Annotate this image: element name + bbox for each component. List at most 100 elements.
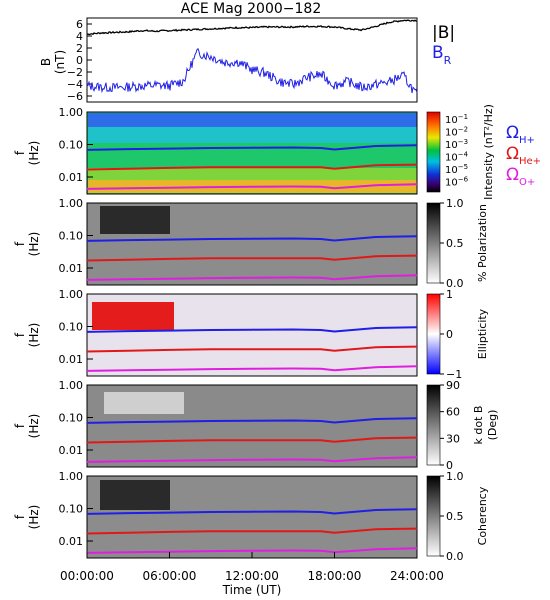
gyro-line-he-plus [86,163,418,171]
tick-exponent: −5 [458,163,468,171]
ellipticity-plot-frame [86,293,418,377]
b-field-y-tick-label: −4 [67,78,83,91]
intensity-colorbar-label: Intensity (nT²/Hz) [482,104,495,200]
legend-omega-o-symbol: Ω [506,165,519,185]
frequency-axes: 1.000.100.01f (Hz)1.000.100.01f (Hz)1.000.… [13,106,93,548]
polarization-plot-frame [86,202,418,286]
colorbar-tick-label: 1.0 [446,197,464,210]
intensity-colorbar-tick-label: 10−5 [445,163,468,176]
coherency-panel: 1.0 0.5 0.0 Coherency [86,470,489,563]
frequency-y-tick-label: 0.01 [59,353,84,366]
kdotb-gyro-lines [86,417,418,463]
colorbar-tick-label: 0 [446,459,453,472]
b-field-y-tick-label: 6 [76,18,83,31]
legend-b-radial-sub: R [444,54,452,67]
colorbar-tick-label: 0.5 [446,237,464,250]
frequency-y-tick-label: 0.01 [59,444,84,457]
polarization-colorbar [426,202,441,284]
intensity-colorbar-ticks: 10−110−210−310−410−510−6 [445,113,469,189]
gyro-line-he-plus [86,527,418,535]
frequency-ylabel: f [13,514,27,519]
coherency-colorbar-label: Coherency [476,486,489,545]
colorbar-tick-label: 1.0 [446,470,464,483]
intensity-plot-frame [86,111,418,195]
coherency-colorbar [426,475,441,557]
x-axis-tick-label: 06:00:00 [143,569,197,583]
colorbar-tick-label: 30 [446,432,460,445]
tick-base: 10 [445,115,458,126]
kdotb-panel: 90 60 30 0 k dot B (Deg) [86,379,499,472]
intensity-colorbar-tick-label: 10−1 [445,113,468,126]
frequency-ylabel: f [13,150,27,155]
polarization-dark-patch [100,206,170,234]
ellipticity-red-patch [92,302,174,330]
x-axis-tick-label: 00:00:00 [60,569,114,583]
intensity-band-mid [88,127,417,143]
tick-base: 10 [445,165,458,176]
kdotb-colorbar-ticks: 90 60 30 0 [440,379,460,472]
legend-omega-he-symbol: Ω [506,144,519,164]
tick-base: 10 [445,128,458,139]
tick-exponent: −6 [458,176,469,184]
colorbar-tick-label: 0 [446,328,453,341]
gyro-line-o-plus [86,547,418,554]
frequency-y-tick-label: 0.10 [59,503,84,516]
tick-base: 10 [445,153,458,164]
polarization-colorbar-ticks: 1.0 0.5 0.0 [440,197,464,290]
ellipticity-gyro-lines [86,326,418,372]
polarization-gyro-lines [86,235,418,281]
intensity-colorbar-tick-label: 10−3 [445,138,468,151]
colorbar-tick-label: 0.0 [446,550,464,563]
intensity-colorbar-tick-label: 10−4 [445,151,469,164]
b-field-ylabel: B [39,58,53,66]
b-field-y-tick-label: 2 [76,42,83,55]
gyro-line-he-plus [86,436,418,444]
legend-omega-h-symbol: Ω [506,123,519,143]
frequency-ylabel: f [13,241,27,246]
frequency-y-tick-label: 0.01 [59,262,84,275]
tick-exponent: −1 [458,113,468,121]
intensity-panel: 10−110−210−310−410−510−6 Intensity (nT²/… [86,104,541,200]
x-axis-tick-label: 24:00:00 [390,569,444,583]
colorbar-tick-label: −1 [446,368,462,381]
b-field-y-tick-label: 0 [76,54,83,67]
frequency-y-tick-label: 1.00 [59,470,84,483]
x-axis-label: Time (UT) [222,583,282,597]
b-field-y-tick-label: −2 [67,66,83,79]
tick-base: 10 [445,140,458,151]
b-field-y-tick-label: 4 [76,30,83,43]
legend-b-radial: BR [432,43,452,67]
intensity-band-high [88,113,417,127]
ellipticity-colorbar [426,293,441,375]
tick-base: 10 [445,178,458,189]
intensity-colorbar [426,111,441,193]
kdotb-colorbar-label-units: (Deg) [486,410,499,441]
frequency-ylabel: f [13,423,27,428]
intensity-gyro-lines [86,144,418,190]
kdotb-colorbar [426,384,441,466]
legend-omega-h-sub: H+ [519,135,535,146]
frequency-y-tick-label: 0.01 [59,171,84,184]
frequency-y-tick-label: 0.10 [59,230,84,243]
legend-b-radial-main: B [432,43,444,63]
gyro-line-h-plus [86,235,418,242]
frequency-y-tick-label: 0.01 [59,535,84,548]
ellipticity-colorbar-ticks: 1 0 −1 [440,288,462,381]
frequency-y-tick-label: 1.00 [59,379,84,392]
intensity-colorbar-tick-label: 10−2 [445,126,468,139]
gyro-line-he-plus [86,254,418,262]
figure-title: ACE Mag 2000−182 [181,1,321,17]
gyro-line-o-plus [86,274,418,281]
frequency-ylabel: f [13,332,27,337]
polarization-colorbar-label: % Polarization [476,204,489,282]
b-total-line [86,19,417,36]
legend-omega-he: ΩHe+ [506,144,541,167]
kdotb-light-patch [104,392,184,414]
colorbar-tick-label: 0.5 [446,510,464,523]
x-axis: 00:00:00 06:00:00 12:00:00 18:00:00 24:00:00 [60,552,444,583]
frequency-ylabel-units: (Hz) [27,505,41,530]
frequency-ylabel-units: (Hz) [27,414,41,439]
gyro-line-o-plus [86,365,418,372]
tick-exponent: −4 [458,151,469,159]
